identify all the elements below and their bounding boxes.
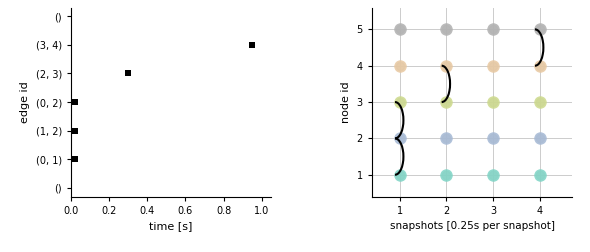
X-axis label: snapshots [0.25s per snapshot]: snapshots [0.25s per snapshot] (389, 221, 555, 231)
X-axis label: time [s]: time [s] (149, 221, 193, 231)
Y-axis label: node id: node id (341, 81, 351, 123)
Y-axis label: edge id: edge id (20, 81, 30, 123)
